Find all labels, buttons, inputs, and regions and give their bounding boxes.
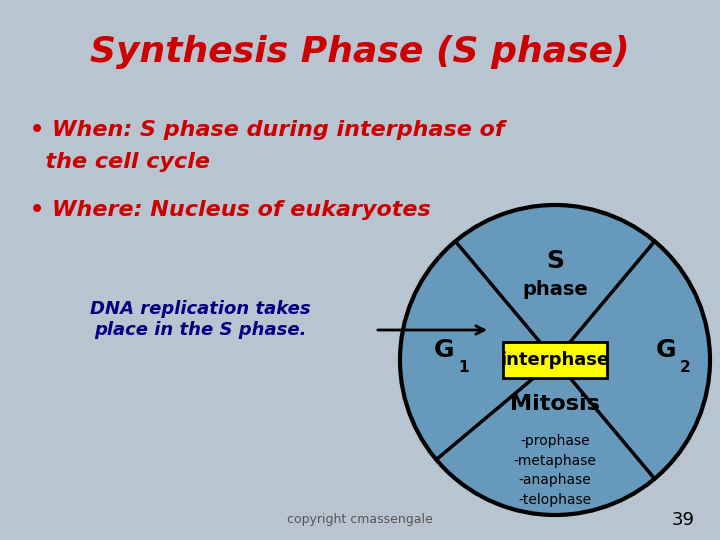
Text: • Where: Nucleus of eukaryotes: • Where: Nucleus of eukaryotes [30,200,431,220]
Text: the cell cycle: the cell cycle [30,152,210,172]
Text: 39: 39 [672,511,695,529]
Text: -prophase
-metaphase
-anaphase
-telophase: -prophase -metaphase -anaphase -telophas… [513,434,596,507]
Text: Mitosis: Mitosis [510,394,600,414]
Circle shape [400,205,710,515]
Text: interphase: interphase [500,351,610,369]
Text: copyright cmassengale: copyright cmassengale [287,514,433,526]
Text: phase: phase [522,280,588,299]
FancyBboxPatch shape [503,342,607,378]
Text: G: G [656,338,677,362]
Text: G: G [433,338,454,362]
Text: S: S [546,249,564,273]
Text: 2: 2 [680,360,691,375]
Text: 1: 1 [458,360,468,375]
Text: Synthesis Phase (S phase): Synthesis Phase (S phase) [90,35,630,69]
Text: DNA replication takes
place in the S phase.: DNA replication takes place in the S pha… [90,300,310,339]
Text: • When: S phase during interphase of: • When: S phase during interphase of [30,120,505,140]
